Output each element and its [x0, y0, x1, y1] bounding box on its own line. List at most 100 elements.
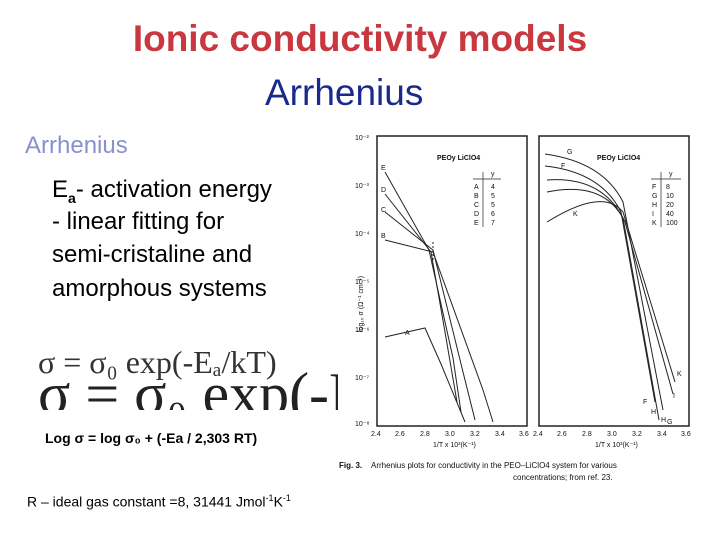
legend-key: C: [474, 202, 479, 209]
curve-label: G: [667, 419, 672, 426]
curve-b: [384, 239, 494, 423]
equation-small: σ = σ₀ exp(-Eₐ/kT): [38, 344, 277, 380]
log-equation: Log σ = log σ₀ + (-Ea / 2,303 RT): [45, 430, 258, 446]
legend-key: B: [474, 193, 479, 200]
x-tick-label: 2.6: [557, 431, 567, 438]
legend-key: K: [652, 220, 657, 227]
x-tick-label: 3.0: [445, 431, 455, 438]
bullet-activation-energy: Ea- activation energy: [52, 176, 272, 206]
left-panel-frame: [376, 135, 528, 427]
curve-label: B: [381, 233, 386, 240]
section-heading: Arrhenius: [25, 132, 128, 159]
curve-f: [544, 165, 656, 403]
ea-symbol: E: [52, 176, 69, 203]
right-curves: [544, 153, 676, 421]
curve-label: F: [561, 163, 565, 170]
legend-key: H: [652, 202, 657, 209]
figure-caption-number: Fig. 3.: [339, 461, 362, 470]
curve-g: [544, 153, 664, 411]
x-axis-ticks-right: 2.4 2.6 2.8 3.0 3.2 3.4 3.6: [533, 431, 691, 438]
ea-text: - activation energy: [75, 176, 272, 203]
equation-large: σ = σ₀ exp(-E: [38, 361, 338, 410]
legend-val: 10: [666, 193, 674, 200]
curve-a: [384, 327, 466, 423]
curve-label: C: [381, 207, 386, 214]
y-tick-label: 10⁻⁶: [355, 327, 369, 334]
legend-key: D: [474, 211, 479, 218]
legend-val: 40: [666, 211, 674, 218]
y-axis-label: log₁₀ σ (Ω⁻¹ cm⁻¹): [358, 276, 365, 332]
y-tick-label: 10⁻⁸: [355, 421, 369, 428]
x-axis-label-right: 1/T x 10³(K⁻¹): [595, 442, 638, 449]
curve-label: G: [567, 149, 572, 156]
x-tick-label: 3.0: [607, 431, 617, 438]
legend-val: 100: [666, 220, 678, 227]
curve-e: [384, 171, 462, 413]
y-axis-ticks: 10⁻² 10⁻³ 10⁻⁴ 10⁻⁵ 10⁻⁶ 10⁻⁷ 10⁻⁸: [355, 135, 370, 428]
right-panel-label: PEOy LiClO4: [597, 155, 640, 162]
left-panel-label: PEOy LiClO4: [437, 155, 480, 162]
page-title: Ionic conductivity models: [132, 18, 588, 59]
curve-label: K: [573, 211, 578, 218]
figure-caption: Arrhenius plots for conductivity in the …: [371, 461, 617, 470]
curve-k: [546, 201, 676, 383]
legend-key: A: [474, 184, 479, 191]
legend-val: 5: [491, 193, 495, 200]
x-tick-label: 2.8: [582, 431, 592, 438]
page-subtitle: Arrhenius: [265, 72, 424, 113]
x-tick-label: 2.4: [533, 431, 543, 438]
bullet-line-4: amorphous systems: [52, 275, 267, 302]
legend-val: 8: [666, 184, 670, 191]
y-tick-label: 10⁻⁴: [355, 231, 370, 238]
gas-constant-exp1: -1: [265, 493, 274, 503]
curve-d: [384, 193, 458, 403]
curve-label: H: [661, 417, 666, 424]
legend-val: 4: [491, 184, 495, 191]
x-tick-label: 3.2: [632, 431, 642, 438]
legend-key: F: [652, 184, 656, 191]
legend-key: I: [652, 211, 654, 218]
legend-header: y: [491, 171, 495, 178]
left-curve-labels: E D C B A: [381, 165, 410, 337]
curve-h: [546, 179, 660, 421]
figure-caption-line2: concentrations; from ref. 23.: [513, 473, 613, 482]
bullet-line-3: semi-cristaline and: [52, 241, 253, 268]
curve-label: D: [381, 187, 386, 194]
curve-i: [546, 188, 674, 395]
legend-left: y A 4 B 5 C 5 D 6 E 7: [473, 171, 501, 227]
x-tick-label: 3.2: [470, 431, 480, 438]
legend-val: 7: [491, 220, 495, 227]
arrhenius-equation: σ = σ₀ exp(-Eₐ/kT) σ = σ₀ exp(-E: [38, 342, 338, 410]
curve-label: K: [677, 371, 682, 378]
x-tick-label: 3.6: [519, 431, 529, 438]
x-tick-label: 2.4: [371, 431, 381, 438]
bullet-line-2: - linear fitting for: [52, 208, 225, 235]
legend-val: 20: [666, 202, 674, 209]
x-axis-ticks-left: 2.4 2.6 2.8 3.0 3.2 3.4 3.6: [371, 431, 529, 438]
x-axis-label-left: 1/T x 10³(K⁻¹): [433, 442, 476, 449]
x-tick-label: 2.6: [395, 431, 405, 438]
legend-right: y F 8 G 10 H 20 I 40 K 100: [651, 171, 681, 227]
arrhenius-figure: 10⁻² 10⁻³ 10⁻⁴ 10⁻⁵ 10⁻⁶ 10⁻⁷ 10⁻⁸ log₁₀…: [339, 135, 691, 482]
curve-label: H: [651, 409, 656, 416]
x-tick-label: 2.8: [420, 431, 430, 438]
ea-subscript: a: [68, 189, 76, 206]
gas-constant-exp2: -1: [282, 493, 291, 503]
y-tick-label: 10⁻³: [355, 183, 369, 190]
curve-label: I: [673, 393, 675, 400]
legend-val: 6: [491, 211, 495, 218]
curve-label: F: [643, 399, 647, 406]
x-tick-label: 3.6: [681, 431, 691, 438]
gas-constant: R – ideal gas constant =8, 31441 Jmol-1K…: [27, 493, 291, 510]
y-tick-label: 10⁻²: [355, 135, 369, 142]
x-tick-label: 3.4: [495, 431, 505, 438]
legend-header: y: [669, 171, 673, 178]
left-curves: [384, 171, 494, 423]
gas-constant-unit: K: [273, 493, 283, 510]
curve-c: [384, 211, 476, 421]
right-panel-frame: [538, 135, 690, 427]
y-tick-label: 10⁻⁷: [355, 375, 369, 382]
gas-constant-text: R – ideal gas constant =8, 31441 Jmol: [27, 493, 266, 510]
legend-key: G: [652, 193, 657, 200]
y-tick-label: 10⁻⁵: [355, 279, 369, 286]
